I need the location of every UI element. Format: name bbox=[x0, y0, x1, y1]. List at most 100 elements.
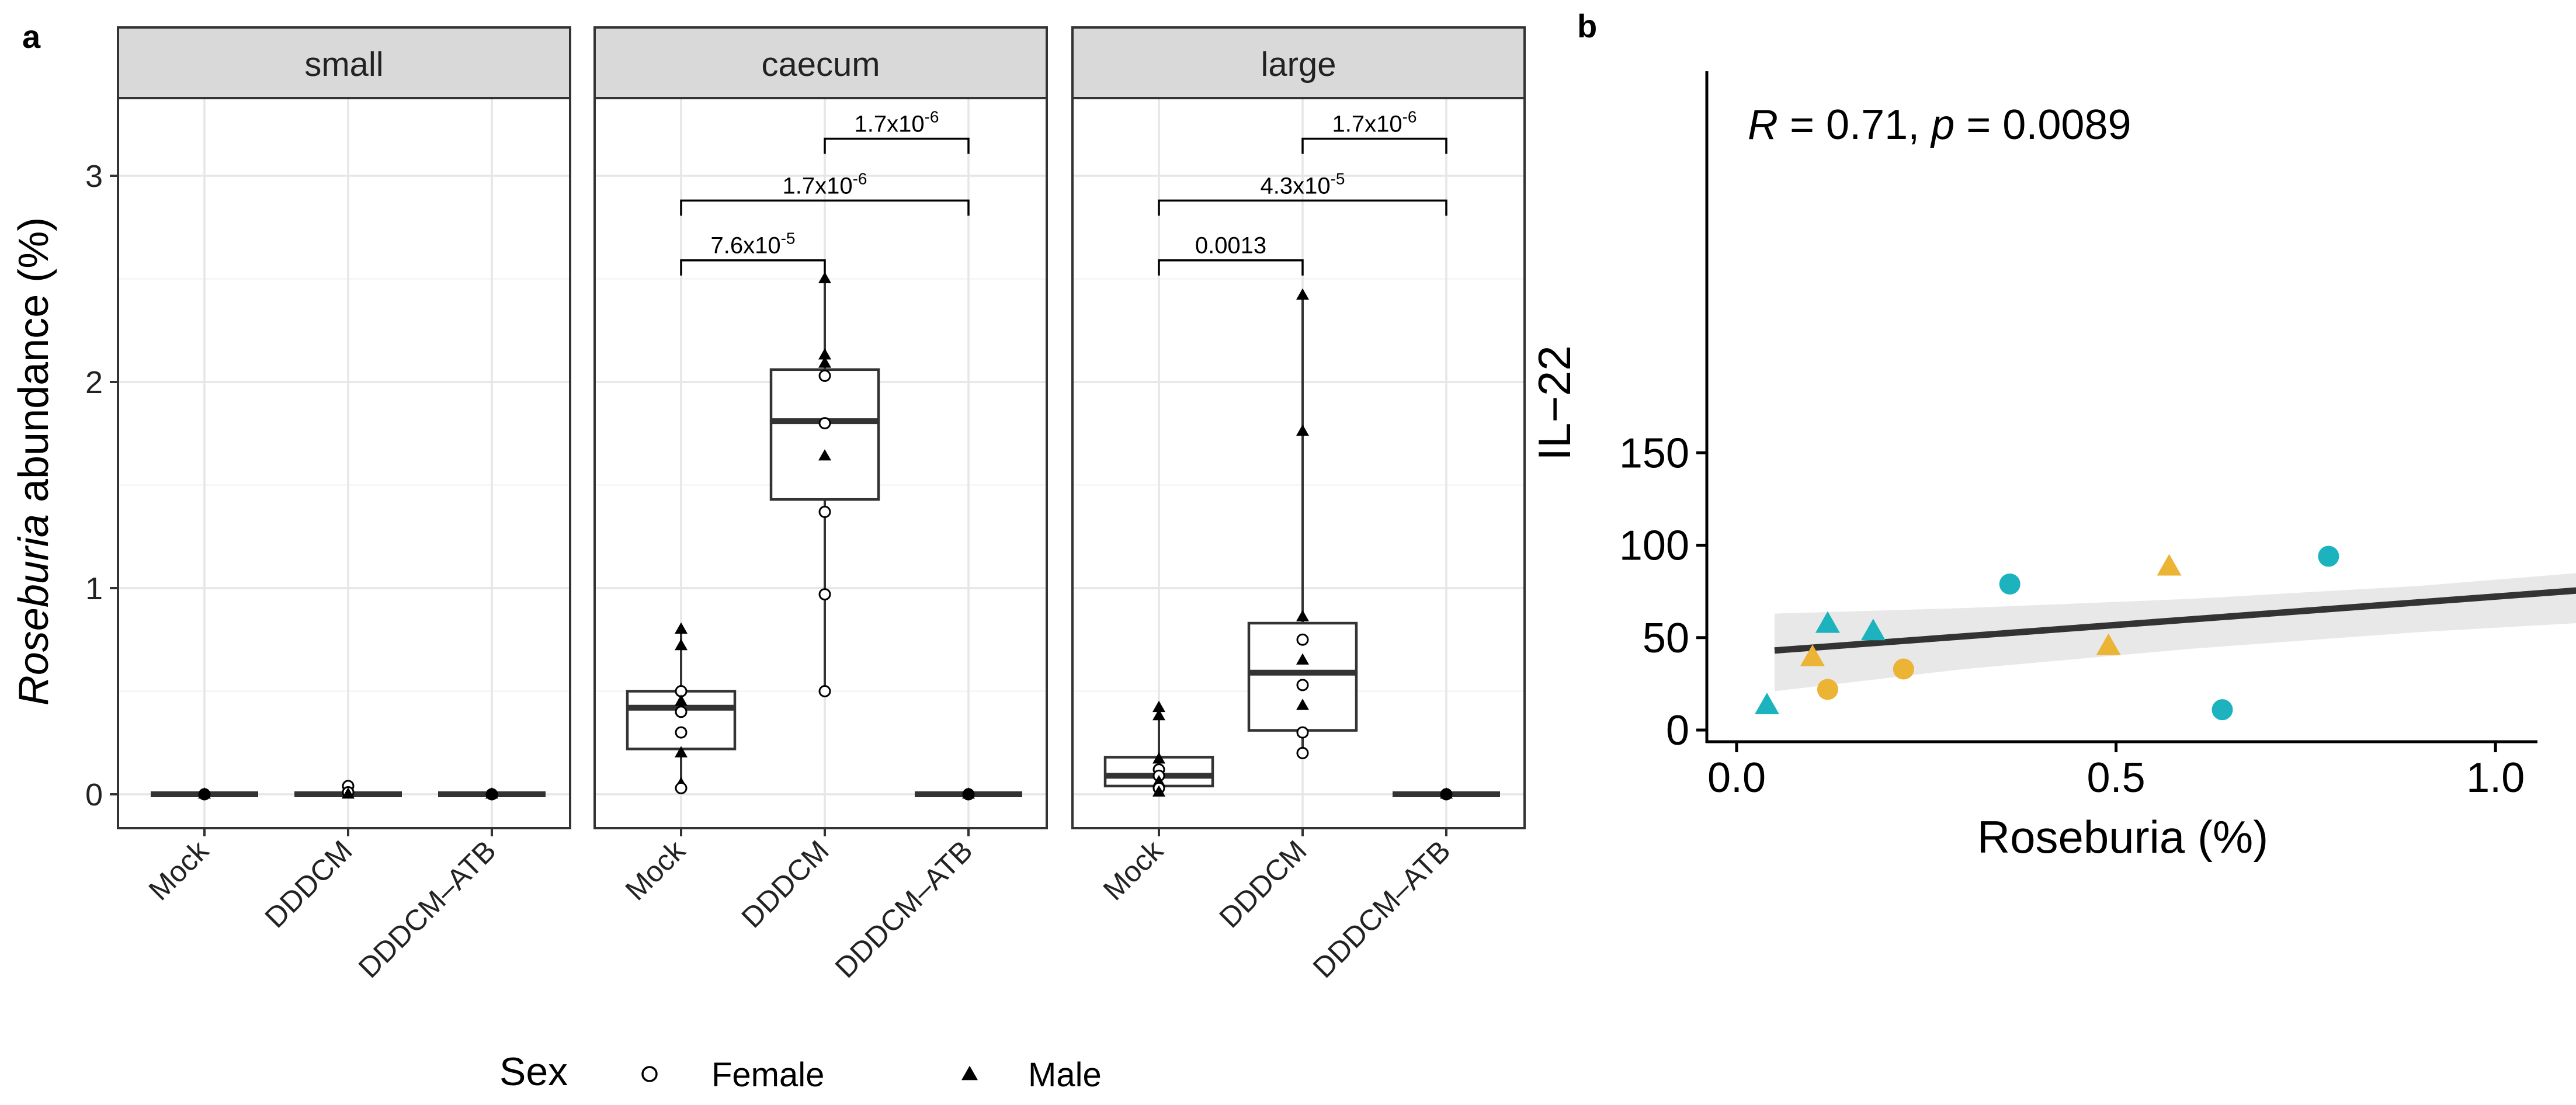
female-point bbox=[1296, 633, 1309, 646]
panel-a-label: a bbox=[22, 18, 41, 55]
data-point-circle bbox=[2212, 699, 2233, 721]
facet-strip bbox=[1071, 26, 1526, 99]
significance-bracket: 1.7x10-6 bbox=[680, 169, 970, 216]
facet-strip bbox=[593, 26, 1048, 99]
male-point bbox=[675, 638, 688, 651]
bracket-line bbox=[824, 137, 970, 154]
p-value: = 0.0089 bbox=[1954, 102, 2131, 148]
male-point bbox=[1152, 708, 1165, 721]
p-value-base: 4.3x10 bbox=[1260, 173, 1330, 199]
r-symbol: R bbox=[1748, 102, 1778, 148]
data-point-triangle bbox=[1754, 692, 1779, 714]
p-value-label: 1.7x10-6 bbox=[854, 107, 939, 137]
data-point-triangle bbox=[1800, 644, 1825, 666]
data-point-triangle bbox=[2157, 554, 2182, 576]
facet-title: small bbox=[304, 46, 383, 84]
legend-male-label: Male bbox=[1028, 1056, 1102, 1094]
facet-title: caecum bbox=[761, 46, 880, 84]
p-value-base: 0.0013 bbox=[1195, 233, 1266, 259]
y-tick-label: 150 bbox=[1619, 430, 1689, 477]
facet-panel bbox=[118, 98, 570, 828]
y-axis-title-italic: Roseburia bbox=[11, 514, 57, 706]
female-point bbox=[675, 781, 688, 794]
male-point bbox=[1296, 288, 1309, 300]
legend-female-label: Female bbox=[711, 1056, 824, 1094]
male-point bbox=[675, 622, 688, 634]
p-value-label: 1.7x10-6 bbox=[1332, 107, 1417, 137]
facet-title: large bbox=[1261, 46, 1336, 84]
male-point bbox=[818, 348, 831, 360]
p-value-base: 1.7x10 bbox=[854, 111, 924, 137]
female-point bbox=[818, 685, 831, 697]
y-tick-label: 100 bbox=[1619, 523, 1689, 569]
male-point bbox=[1296, 653, 1309, 665]
y-tick-label: 50 bbox=[1643, 615, 1689, 662]
panel-b-label: b bbox=[1577, 8, 1597, 44]
male-point bbox=[1296, 610, 1309, 621]
male-point bbox=[342, 787, 355, 799]
p-value-base: 1.7x10 bbox=[1332, 111, 1402, 137]
p-value-base: 7.6x10 bbox=[710, 233, 780, 259]
y-tick-label: 3 bbox=[85, 159, 103, 194]
p-value-label: 1.7x10-6 bbox=[782, 169, 867, 199]
significance-bracket: 1.7x10-6 bbox=[1301, 107, 1447, 154]
male-point bbox=[1296, 699, 1309, 710]
p-value-label: 7.6x10-5 bbox=[710, 230, 795, 259]
box-iqr bbox=[769, 368, 880, 501]
y-tick-label: 2 bbox=[85, 365, 103, 400]
female-point bbox=[818, 369, 831, 382]
female-point bbox=[818, 588, 831, 601]
data-point-triangle bbox=[1860, 618, 1886, 641]
r-value: = 0.71, bbox=[1778, 102, 1931, 148]
facet-strip bbox=[117, 26, 571, 99]
y-tick-label: 1 bbox=[85, 571, 103, 606]
legend-male-symbol bbox=[961, 1065, 978, 1080]
y-axis-title: Roseburia abundance (%) bbox=[11, 217, 57, 706]
legend: Sex Female Male bbox=[499, 1050, 1102, 1094]
y-axis-title: IL−22 bbox=[1529, 345, 1580, 460]
male-point bbox=[675, 694, 688, 706]
p-value-exponent: -5 bbox=[1331, 169, 1345, 187]
x-tick-label: 1.0 bbox=[2466, 755, 2525, 801]
p-value-exponent: -6 bbox=[853, 169, 867, 187]
facet-border bbox=[117, 97, 571, 829]
box-DDDCM bbox=[769, 279, 880, 692]
p-value-label: 0.0013 bbox=[1195, 233, 1266, 259]
y-axis-title-rest: abundance (%) bbox=[11, 217, 57, 514]
bracket-line bbox=[1301, 137, 1447, 154]
male-point bbox=[818, 356, 831, 368]
x-tick-label: 0.5 bbox=[2087, 755, 2145, 801]
p-value-exponent: -6 bbox=[1402, 107, 1417, 126]
male-point bbox=[962, 787, 975, 799]
female-point bbox=[818, 417, 831, 430]
male-point bbox=[1152, 785, 1165, 797]
data-point-triangle bbox=[1815, 611, 1840, 633]
p-value-exponent: -5 bbox=[781, 230, 796, 248]
male-point bbox=[485, 787, 498, 799]
facet-border bbox=[593, 97, 1048, 829]
data-point-triangle bbox=[2096, 633, 2121, 655]
correlation-annotation: R = 0.71, p = 0.0089 bbox=[1748, 102, 2131, 148]
male-point bbox=[818, 449, 831, 461]
female-point bbox=[1296, 679, 1309, 692]
significance-bracket: 1.7x10-6 bbox=[824, 107, 970, 154]
bracket-line bbox=[680, 199, 970, 216]
male-point bbox=[1152, 700, 1165, 713]
significance-bracket: 7.6x10-5 bbox=[680, 230, 826, 276]
male-point bbox=[675, 746, 688, 757]
significance-bracket: 0.0013 bbox=[1158, 233, 1304, 276]
p-value-base: 1.7x10 bbox=[782, 173, 852, 199]
male-point bbox=[1296, 424, 1309, 436]
p-symbol: p bbox=[1930, 102, 1954, 148]
facet-border bbox=[1071, 97, 1526, 829]
male-point bbox=[818, 272, 831, 283]
female-point bbox=[818, 505, 831, 518]
male-point bbox=[1440, 787, 1453, 799]
p-value-exponent: -6 bbox=[925, 107, 939, 126]
bracket-line bbox=[1158, 259, 1304, 276]
regression-line bbox=[1774, 587, 2576, 654]
y-tick-label: 0 bbox=[85, 777, 103, 812]
